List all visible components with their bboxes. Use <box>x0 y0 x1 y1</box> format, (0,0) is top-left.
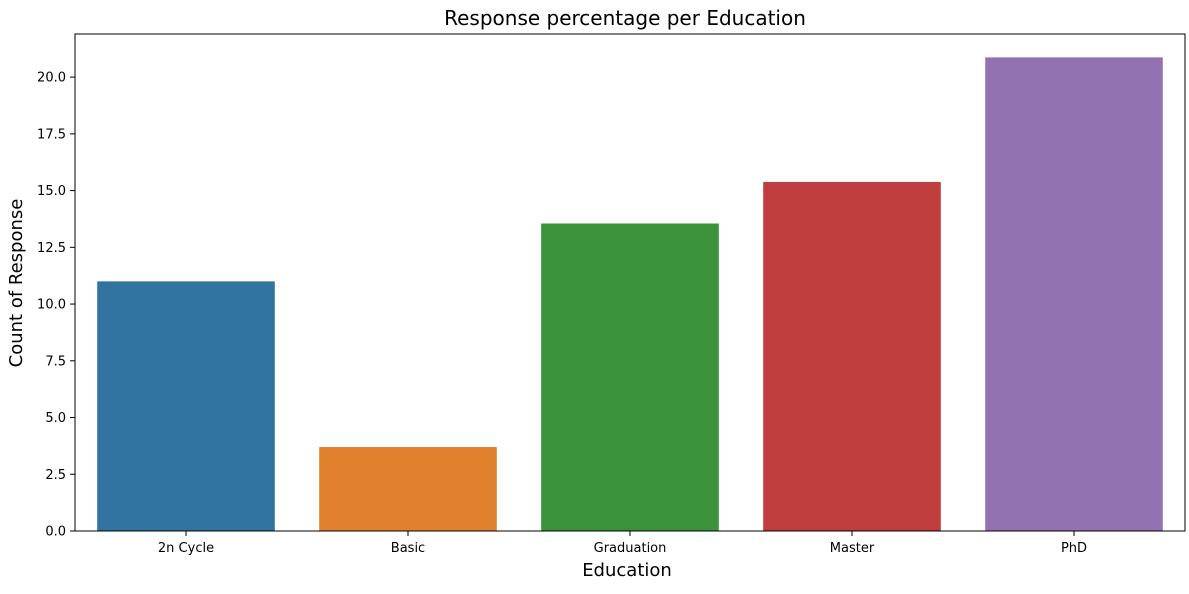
y-tick-label: 15.0 <box>37 184 66 199</box>
x-tick-label: Master <box>830 541 875 556</box>
y-tick-label: 12.5 <box>37 241 66 256</box>
bar-basic <box>319 447 497 531</box>
x-axis-label: Education <box>582 560 672 581</box>
x-tick-label: 2n Cycle <box>158 541 214 556</box>
x-tick-label: PhD <box>1061 541 1087 556</box>
chart-title: Response percentage per Education <box>444 6 806 30</box>
bar-master <box>763 181 941 531</box>
y-tick-label: 5.0 <box>45 411 66 426</box>
y-tick-label: 0.0 <box>45 525 66 540</box>
bar-2n-cycle <box>97 281 275 531</box>
x-tick-label: Basic <box>391 541 425 556</box>
y-tick-label: 20.0 <box>37 71 66 86</box>
y-tick-label: 7.5 <box>45 354 66 369</box>
y-axis-label: Count of Response <box>6 199 27 368</box>
y-tick-label: 10.0 <box>37 298 66 313</box>
ticks-layer: 2n Cycle Basic Graduation Master PhD 0.0 2.5 5.… <box>37 71 1087 556</box>
y-tick-label: 17.5 <box>37 127 66 142</box>
bars-layer <box>97 57 1163 532</box>
bar-phd <box>985 57 1163 532</box>
x-tick-label: Graduation <box>594 541 667 556</box>
plot-frame <box>74 33 1186 532</box>
y-tick-label: 2.5 <box>45 468 66 483</box>
bar-graduation <box>541 223 719 532</box>
